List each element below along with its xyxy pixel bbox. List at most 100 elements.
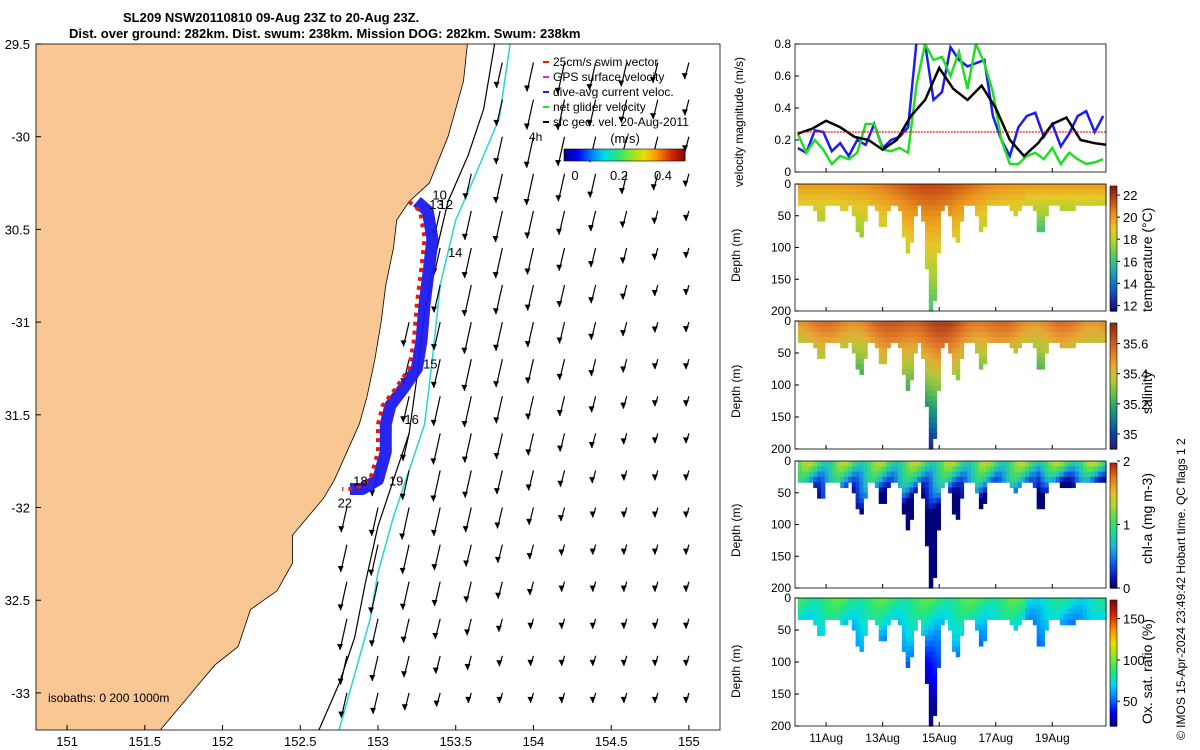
section-cell	[986, 194, 992, 201]
section-cell	[928, 427, 934, 434]
section-cell	[1063, 326, 1069, 333]
section-cell	[928, 273, 934, 280]
section-cell	[847, 194, 853, 201]
section-cell	[1090, 461, 1096, 467]
section-cell	[1040, 326, 1045, 333]
section-cell	[982, 331, 988, 338]
section-cell	[820, 199, 826, 206]
section-cell	[851, 199, 857, 206]
section-cell	[928, 268, 934, 275]
section-cell	[867, 194, 872, 201]
isobath-legend-text: isobaths: 0 200 1000m	[48, 691, 169, 705]
section-cell	[948, 205, 953, 212]
section-cell	[932, 624, 938, 631]
temperature-section-colorbar-segment	[1110, 282, 1117, 287]
section-cell	[886, 189, 891, 196]
section-cell	[924, 672, 930, 679]
section-cell	[878, 221, 884, 227]
section-cell	[951, 487, 957, 494]
section-cell	[859, 326, 864, 333]
section-cell	[1044, 347, 1049, 354]
section-cell	[936, 662, 941, 668]
section-cell	[905, 242, 911, 249]
section-cell	[971, 476, 976, 483]
section-cell	[913, 482, 918, 489]
section-cell	[959, 461, 965, 467]
section-cell	[836, 598, 841, 604]
section-cell	[890, 471, 895, 478]
section-cell	[813, 184, 818, 190]
section-cell	[955, 236, 961, 243]
section-cell	[874, 603, 880, 610]
section-cell	[855, 321, 861, 327]
section-cell	[828, 321, 834, 327]
section-cell	[851, 471, 857, 478]
temperature-section-colorbar-segment	[1110, 289, 1117, 293]
section-cell	[909, 482, 914, 489]
section-cell	[963, 326, 968, 333]
section-cell	[994, 603, 999, 610]
section-cell	[944, 331, 949, 338]
section-cell	[1059, 603, 1065, 610]
section-cell	[955, 614, 961, 620]
map-x-tick-label: 155	[678, 734, 700, 749]
section-cell	[928, 205, 934, 212]
section-cell	[917, 461, 922, 467]
temperature-section-colorbar-segment	[1110, 261, 1117, 265]
section-cell	[878, 347, 884, 354]
section-cell	[894, 184, 899, 190]
section-cell	[851, 598, 857, 604]
section-cell	[978, 210, 984, 217]
section-cell	[1055, 598, 1061, 604]
section-cell	[1082, 598, 1088, 604]
section-cell	[1086, 194, 1092, 201]
section-cell	[867, 461, 872, 467]
section-cell	[1071, 608, 1076, 615]
section-cell	[1063, 189, 1069, 196]
section-cell	[951, 466, 957, 473]
oxygen-section-colorbar-segment	[1110, 663, 1117, 667]
section-cell	[805, 608, 810, 615]
isobath-200m	[338, 44, 511, 730]
section-cell	[928, 508, 934, 515]
section-cell	[894, 326, 899, 333]
section-cell	[832, 337, 837, 343]
section-cell	[1102, 603, 1107, 610]
section-cell	[909, 189, 914, 196]
section-cell	[905, 326, 911, 333]
section-cell	[890, 476, 895, 483]
section-cell	[1052, 199, 1057, 206]
section-cell	[913, 471, 918, 478]
section-cell	[909, 199, 914, 206]
section-cell	[828, 199, 834, 206]
section-cell	[874, 205, 880, 212]
section-cell	[878, 337, 884, 343]
chlorophyll-section-colorbar-segment	[1110, 528, 1117, 533]
section-cell	[809, 194, 814, 201]
section-cell	[955, 353, 961, 359]
section-cell	[1013, 471, 1019, 478]
section-cell	[928, 577, 934, 584]
section-cell	[801, 471, 807, 478]
section-cell	[1086, 461, 1092, 467]
section-cell	[813, 199, 818, 206]
section-cell	[905, 205, 911, 212]
temperature-section-colorbar-segment	[1110, 292, 1117, 297]
section-cell	[955, 503, 961, 510]
temperature-section-colorbar-segment	[1110, 201, 1117, 206]
section-cell	[905, 466, 911, 473]
section-cell	[913, 608, 918, 615]
section-cell	[882, 635, 888, 642]
section-cell	[1090, 608, 1096, 615]
salinity-section-colorbar-frame	[1109, 322, 1118, 450]
section-cell	[1017, 194, 1022, 201]
salinity-section-colorbar-segment	[1110, 341, 1117, 346]
section-cell	[1048, 337, 1053, 343]
section-cell	[1059, 476, 1065, 483]
section-cell	[1028, 331, 1034, 338]
section-cell	[975, 342, 980, 349]
section-cell	[1094, 598, 1099, 604]
section-cell	[936, 492, 941, 499]
section-cell	[924, 353, 930, 359]
